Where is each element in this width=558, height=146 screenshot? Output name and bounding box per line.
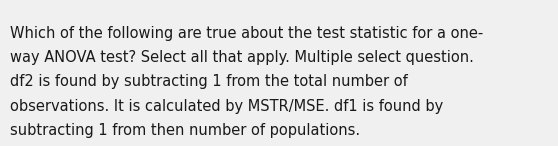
Text: subtracting 1 from then number of populations.: subtracting 1 from then number of popula… [10, 123, 360, 138]
Text: way ANOVA test? Select all that apply. Multiple select question.: way ANOVA test? Select all that apply. M… [10, 50, 474, 65]
Text: observations. It is calculated by MSTR/MSE. df1 is found by: observations. It is calculated by MSTR/M… [10, 99, 443, 114]
Text: Which of the following are true about the test statistic for a one-: Which of the following are true about th… [10, 26, 483, 41]
Text: df2 is found by subtracting 1 from the total number of: df2 is found by subtracting 1 from the t… [10, 74, 408, 89]
